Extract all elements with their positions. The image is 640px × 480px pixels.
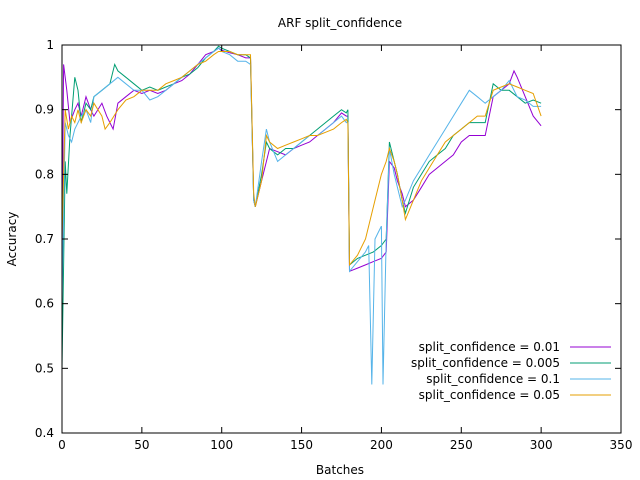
x-tick-label: 0	[58, 438, 66, 452]
x-tick-label: 150	[290, 438, 313, 452]
legend-label-2: split_confidence = 0.005	[411, 356, 560, 370]
y-tick-label: 0.5	[35, 361, 54, 375]
y-tick-label: 0.4	[35, 426, 54, 440]
series-line-3	[61, 47, 542, 385]
y-axis-label: Accuracy	[5, 212, 19, 267]
y-tick-label: 0.8	[35, 167, 54, 181]
series-line-4	[61, 51, 542, 267]
x-tick-label: 250	[450, 438, 473, 452]
x-tick-label: 50	[134, 438, 149, 452]
legend-label-3: split_confidence = 0.1	[426, 372, 560, 386]
tick-layer: 0 50 100 150 200 250 300 350 0.4 0.5 0.6 0.7 0.8 0.9 1	[35, 38, 633, 452]
legend-label-1: split_confidence = 0.01	[419, 340, 560, 354]
y-tick-label: 1	[46, 38, 54, 52]
legend: split_confidence = 0.01 split_confidence …	[411, 340, 611, 402]
series-line-2	[61, 45, 542, 369]
y-tick-label: 0.9	[35, 103, 54, 117]
y-tick-label: 0.7	[35, 232, 54, 246]
chart-title: ARF split_confidence	[278, 16, 402, 30]
x-tick-label: 300	[530, 438, 553, 452]
series-layer	[61, 45, 542, 385]
y-tick-label: 0.6	[35, 297, 54, 311]
x-axis-label: Batches	[316, 463, 364, 477]
x-tick-label: 100	[210, 438, 233, 452]
series-line-1	[61, 47, 542, 273]
x-tick-label: 200	[370, 438, 393, 452]
x-tick-label: 350	[610, 438, 633, 452]
legend-label-4: split_confidence = 0.05	[419, 388, 560, 402]
